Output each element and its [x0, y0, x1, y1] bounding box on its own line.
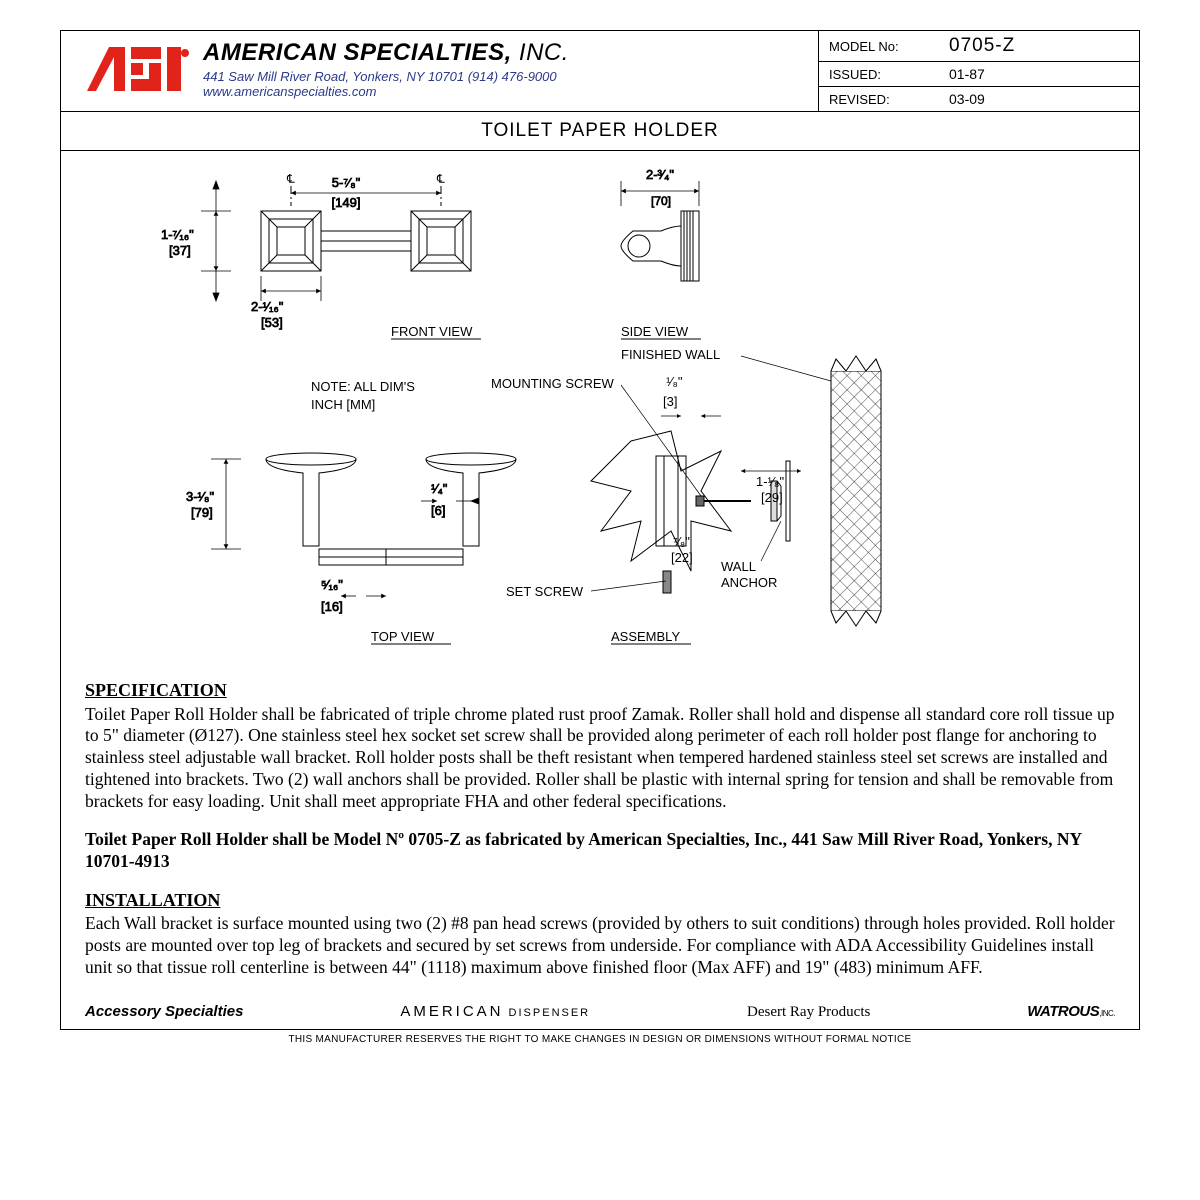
install-heading: INSTALLATION	[85, 889, 1115, 912]
svg-text:NOTE: ALL DIM'S: NOTE: ALL DIM'S	[311, 379, 415, 394]
company-name: AMERICAN SPECIALTIES, INC.	[203, 39, 808, 67]
svg-text:INCH [MM]: INCH [MM]	[311, 397, 375, 412]
model-value: 0705-Z	[949, 35, 1015, 57]
svg-text:[70]: [70]	[651, 194, 671, 208]
svg-text:[16]: [16]	[321, 599, 343, 614]
header-right: MODEL No: 0705-Z ISSUED: 01-87 REVISED: …	[819, 31, 1139, 111]
svg-text:1-⁷⁄₁₆": 1-⁷⁄₁₆"	[161, 227, 194, 242]
company-address: 441 Saw Mill River Road, Yonkers, NY 107…	[203, 69, 808, 84]
spec-sheet: AMERICAN SPECIALTIES, INC. 441 Saw Mill …	[60, 30, 1140, 1030]
company-url: www.americanspecialties.com	[203, 84, 808, 99]
svg-text:FINISHED WALL: FINISHED WALL	[621, 347, 720, 362]
revised-value: 03-09	[949, 91, 985, 107]
model-label: MODEL No:	[829, 39, 949, 54]
svg-text:⁷⁄₈": ⁷⁄₈"	[673, 534, 690, 549]
issued-row: ISSUED: 01-87	[819, 62, 1139, 87]
svg-text:ANCHOR: ANCHOR	[721, 575, 777, 590]
body-text: SPECIFICATION Toilet Paper Roll Holder s…	[61, 661, 1139, 993]
brand-desert-ray: Desert Ray Products	[747, 1004, 870, 1021]
svg-text:[6]: [6]	[431, 503, 445, 518]
logo-asi-icon	[81, 43, 191, 98]
svg-text:¹⁄₄": ¹⁄₄"	[431, 481, 448, 496]
svg-text:SET SCREW: SET SCREW	[506, 584, 584, 599]
brand-american-dispenser: AMERICAN DISPENSER	[400, 1003, 590, 1020]
svg-text:2-¹⁄₁₆": 2-¹⁄₁₆"	[251, 299, 284, 314]
revised-row: REVISED: 03-09	[819, 87, 1139, 111]
company-block: AMERICAN SPECIALTIES, INC. 441 Saw Mill …	[203, 39, 808, 99]
issued-label: ISSUED:	[829, 67, 949, 82]
svg-text:MOUNTING SCREW: MOUNTING SCREW	[491, 376, 615, 391]
brand-accessory: Accessory Specialties	[85, 1003, 243, 1020]
header-row: AMERICAN SPECIALTIES, INC. 441 Saw Mill …	[61, 31, 1139, 112]
revised-label: REVISED:	[829, 92, 949, 107]
svg-text:[37]: [37]	[169, 243, 191, 258]
svg-text:2-³⁄₄": 2-³⁄₄"	[646, 167, 674, 182]
svg-text:3-¹⁄₈": 3-¹⁄₈"	[186, 489, 214, 504]
svg-text:[53]: [53]	[261, 315, 283, 330]
svg-text:⁵⁄₁₆": ⁵⁄₁₆"	[321, 577, 343, 592]
svg-text:[29]: [29]	[761, 490, 783, 505]
product-title: TOILET PAPER HOLDER	[61, 112, 1139, 151]
svg-text:WALL: WALL	[721, 559, 756, 574]
svg-text:5-⁷⁄₈": 5-⁷⁄₈"	[332, 175, 361, 190]
svg-text:[79]: [79]	[191, 505, 213, 520]
brand-watrous: WATROUS,INC.	[1027, 1003, 1115, 1020]
spec-heading: SPECIFICATION	[85, 679, 1115, 702]
svg-text:℄: ℄	[436, 172, 445, 186]
issued-value: 01-87	[949, 66, 985, 82]
svg-text:℄: ℄	[286, 172, 295, 186]
model-row: MODEL No: 0705-Z	[819, 31, 1139, 62]
svg-text:ASSEMBLY: ASSEMBLY	[611, 629, 680, 644]
svg-text:TOP VIEW: TOP VIEW	[371, 629, 435, 644]
disclaimer: THIS MANUFACTURER RESERVES THE RIGHT TO …	[60, 1034, 1140, 1045]
svg-text:¹⁄₈": ¹⁄₈"	[666, 374, 683, 389]
technical-drawing: ℄ ℄ 5-⁷⁄₈" [149] 1-⁷⁄₁₆" [37] 2-¹⁄₁₆" [5…	[61, 151, 1139, 661]
svg-text:SIDE VIEW: SIDE VIEW	[621, 324, 689, 339]
svg-text:[149]: [149]	[332, 195, 361, 210]
svg-text:1-¹⁄₈": 1-¹⁄₈"	[756, 474, 784, 489]
header-left: AMERICAN SPECIALTIES, INC. 441 Saw Mill …	[61, 31, 819, 111]
model-statement: Toilet Paper Roll Holder shall be Model …	[85, 829, 1115, 873]
footer-brands: Accessory Specialties AMERICAN DISPENSER…	[61, 993, 1139, 1029]
svg-text:[3]: [3]	[663, 394, 677, 409]
svg-text:FRONT VIEW: FRONT VIEW	[391, 324, 473, 339]
install-body: Each Wall bracket is surface mounted usi…	[85, 913, 1115, 979]
svg-text:[22]: [22]	[671, 550, 693, 565]
spec-body: Toilet Paper Roll Holder shall be fabric…	[85, 704, 1115, 813]
